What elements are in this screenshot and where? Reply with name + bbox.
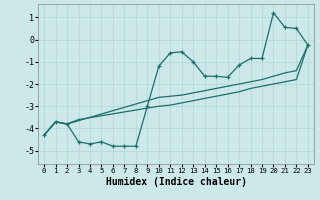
X-axis label: Humidex (Indice chaleur): Humidex (Indice chaleur): [106, 177, 246, 187]
